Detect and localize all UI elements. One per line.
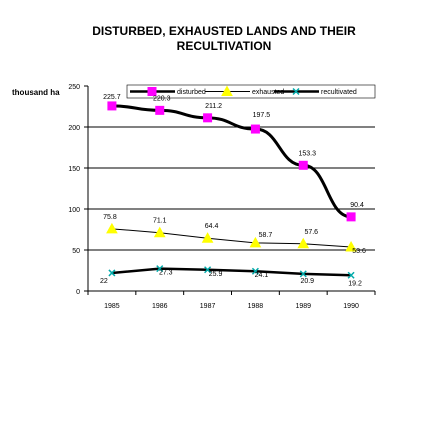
- legend-item-0: disturbed: [130, 87, 206, 96]
- y-tick-label: 200: [68, 125, 80, 132]
- data-label: 153.3: [298, 150, 316, 157]
- data-label: 90.4: [350, 202, 364, 209]
- gridlines: [88, 126, 375, 251]
- legend-label: disturbed: [177, 89, 206, 96]
- data-label: 20.9: [300, 278, 314, 285]
- data-label: 220.3: [153, 95, 171, 102]
- x-tick-label: 1990: [343, 303, 359, 310]
- legend-label: exhausted: [252, 89, 284, 96]
- data-point: [155, 105, 165, 115]
- data-label: 71.1: [153, 218, 167, 225]
- data-point: [347, 271, 355, 279]
- data-point: [249, 236, 262, 248]
- x-tick-label: 1988: [248, 303, 264, 310]
- data-label: 24.1: [255, 272, 269, 279]
- data-point: [297, 237, 310, 249]
- y-tick-label: 100: [68, 207, 80, 214]
- legend-marker: [147, 87, 157, 96]
- data-labels: 225.7 220.3 211.2 197.5 153.3 90.4 75.8 71.1 64.…: [100, 94, 366, 287]
- data-label: 27.3: [159, 270, 173, 277]
- series-0: [107, 101, 356, 222]
- y-tick-label: 50: [72, 248, 80, 255]
- series-line: [111, 267, 352, 277]
- legend-item-1: exhausted: [205, 85, 284, 96]
- data-label: 53.6: [352, 248, 366, 255]
- legend-box: [126, 84, 376, 99]
- data-point: [251, 267, 259, 275]
- data-label: 75.8: [103, 214, 117, 221]
- data-label: 225.7: [103, 94, 121, 101]
- data-point: [346, 212, 356, 222]
- data-point: [201, 232, 214, 243]
- series-line: [111, 104, 352, 219]
- data-point: [108, 269, 116, 277]
- chart-title: DISTURBED, EXHAUSTED LANDS AND THEIR REC…: [92, 24, 356, 53]
- data-point: [156, 265, 164, 273]
- data-label: 19.2: [348, 280, 362, 287]
- series-1: [106, 222, 357, 252]
- y-axis-label: thousand ha: [12, 88, 60, 97]
- x-marker-stroke: [156, 265, 164, 273]
- legend-label: recultivated: [321, 89, 357, 96]
- data-point: [153, 226, 166, 238]
- x-tick-label: 1985: [104, 303, 120, 310]
- data-point: [299, 270, 307, 278]
- data-point: [345, 241, 357, 252]
- x-tick-label: 1987: [200, 303, 216, 310]
- chart-title-line-1: DISTURBED, EXHAUSTED LANDS AND THEIR: [92, 24, 356, 38]
- legend-marker: [292, 87, 300, 96]
- data-label: 57.6: [304, 229, 318, 236]
- x-marker-stroke: [251, 267, 259, 275]
- x-tick-label: 1986: [152, 303, 168, 310]
- legend-item-2: recultivated: [274, 87, 357, 96]
- x-marker-stroke: [347, 271, 355, 279]
- x-tick-label: 1989: [295, 303, 311, 310]
- data-label: 211.2: [205, 103, 222, 110]
- legend-marker: [221, 85, 233, 96]
- data-label: 64.4: [205, 223, 219, 230]
- data-point: [298, 160, 308, 170]
- data-point: [106, 222, 118, 234]
- x-marker-stroke: [108, 269, 116, 277]
- data-point: [107, 101, 117, 111]
- data-point: [203, 113, 213, 123]
- y-tick-label: 0: [76, 289, 80, 296]
- y-tick-label: 150: [68, 166, 80, 173]
- y-tick-label: 250: [68, 84, 80, 91]
- legend: disturbed exhausted recultivated: [126, 84, 376, 99]
- axes: 0 50 100 150 200 250 1985 1986 1987 1988 1989 1990: [68, 84, 376, 310]
- series-line: [111, 228, 352, 248]
- chart-title-line-2: RECULTIVATION: [177, 39, 272, 53]
- data-point: [204, 266, 212, 274]
- data-label: 197.5: [253, 112, 271, 119]
- x-marker-stroke: [292, 87, 300, 96]
- data-label: 22: [100, 278, 108, 285]
- x-marker-stroke: [204, 266, 212, 274]
- x-marker-stroke: [299, 270, 307, 278]
- series-layer: [106, 101, 357, 279]
- data-label: 58.7: [259, 232, 273, 239]
- series-2: [108, 265, 355, 279]
- data-label: 25.9: [209, 271, 223, 278]
- data-point: [250, 124, 260, 134]
